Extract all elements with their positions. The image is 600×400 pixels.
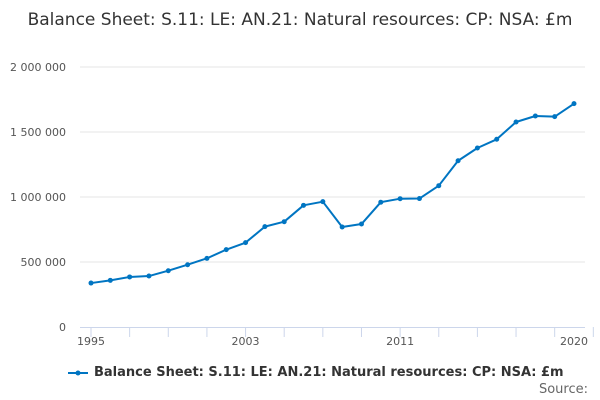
data-point <box>146 273 152 279</box>
y-tick-label: 2 000 000 <box>10 61 66 74</box>
y-tick-label: 1 500 000 <box>10 126 66 139</box>
chart-title: Balance Sheet: S.11: LE: AN.21: Natural … <box>27 10 573 30</box>
data-point <box>223 247 229 253</box>
y-tick-label: 0 <box>59 321 66 334</box>
data-point <box>127 274 133 280</box>
y-tick-label: 500 000 <box>21 256 67 269</box>
data-point <box>455 158 461 164</box>
x-tick-label: 2003 <box>232 335 260 348</box>
data-point <box>185 262 191 268</box>
data-point <box>513 119 519 125</box>
data-point <box>358 221 364 227</box>
data-point <box>204 255 210 261</box>
data-point <box>165 268 171 274</box>
data-point <box>281 219 287 225</box>
data-point <box>320 199 326 205</box>
legend[interactable]: Balance Sheet: S.11: LE: AN.21: Natural … <box>68 365 564 380</box>
y-tick-label: 1 000 000 <box>10 191 66 204</box>
source-label: Source: <box>538 382 588 397</box>
data-point <box>243 240 249 246</box>
data-point <box>494 136 500 142</box>
data-point <box>378 199 384 205</box>
data-point <box>262 224 268 230</box>
data-point <box>436 183 442 189</box>
data-point <box>552 114 558 120</box>
data-point <box>107 277 113 283</box>
data-point <box>397 196 403 202</box>
data-point <box>416 196 422 202</box>
data-point <box>339 224 345 230</box>
x-tick-label: 2011 <box>386 335 414 348</box>
data-point <box>532 113 538 119</box>
data-point <box>301 202 307 208</box>
data-point <box>571 101 577 107</box>
x-tick-label: 1995 <box>77 335 105 348</box>
x-tick-label: 2020 <box>560 335 588 348</box>
legend-label: Balance Sheet: S.11: LE: AN.21: Natural … <box>94 365 564 380</box>
data-point <box>88 280 94 286</box>
series-line <box>90 102 575 285</box>
legend-line-icon <box>68 370 88 375</box>
data-point <box>474 145 480 151</box>
